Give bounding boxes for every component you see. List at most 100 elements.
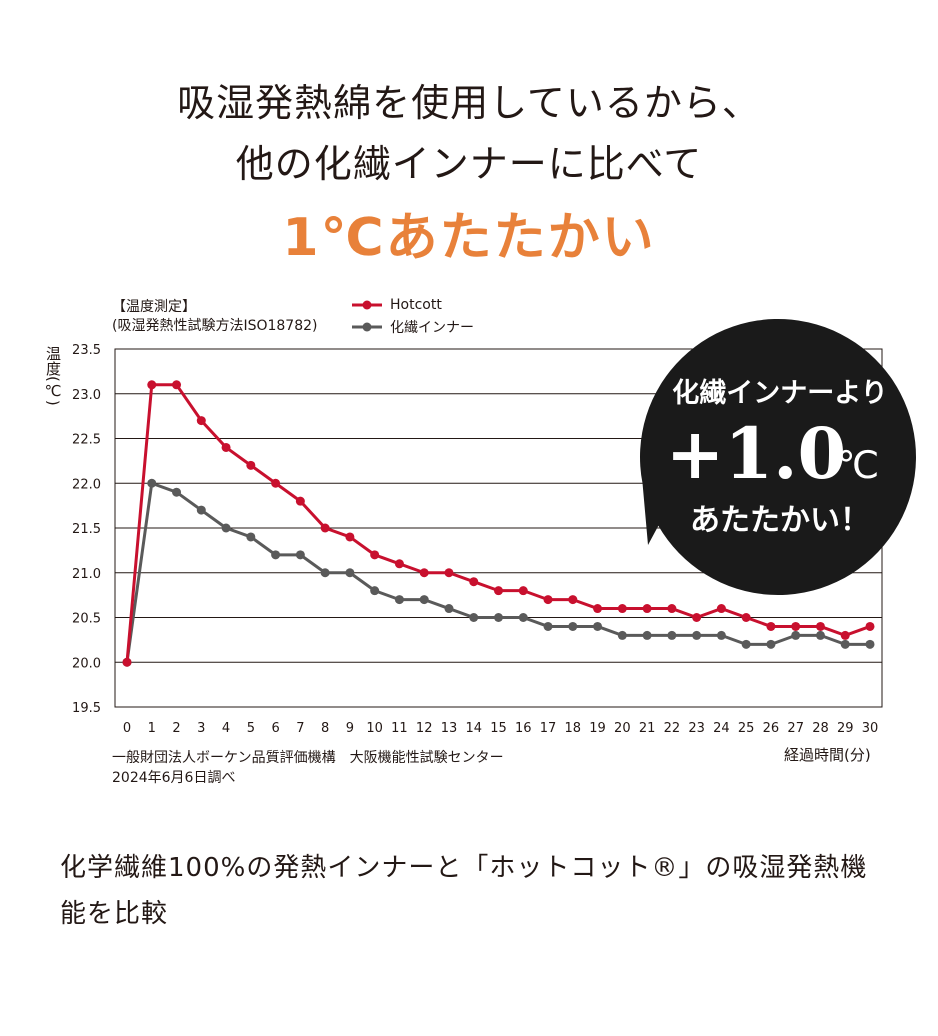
- callout-line-1: 化繊インナーより: [672, 377, 887, 409]
- data-point: [444, 568, 454, 578]
- footer-description: 化学繊維100%の発熱インナーと「ホットコット®」の吸湿発熱機能を比較: [60, 853, 868, 929]
- data-point: [518, 586, 528, 596]
- data-point: [147, 380, 157, 390]
- callout-value: +1.0: [666, 412, 846, 495]
- headline-line-2: 他の化繊インナーに比べて: [235, 142, 703, 186]
- y-tick-label: 23.0: [72, 388, 101, 403]
- method-note-title: 【温度測定】: [112, 299, 196, 315]
- y-tick-label: 22.5: [72, 433, 101, 448]
- headline-accent: 1℃あたたかい: [282, 208, 656, 268]
- x-tick-labels: 0 1 2 3 4 5 6 7 8 9 10 11 12 13 14 15 16 17 18 19 20 21 22 23 24…: [123, 721, 878, 736]
- y-tick-label: 21.0: [72, 567, 101, 582]
- data-point: [295, 550, 305, 560]
- data-point: [172, 487, 182, 497]
- data-point: [766, 621, 776, 631]
- data-point: [419, 595, 429, 605]
- x-tick-label: 6: [271, 721, 279, 736]
- data-point: [370, 586, 380, 596]
- headline-line-1: 吸湿発熱綿を使用しているから、: [177, 81, 761, 125]
- data-point: [246, 460, 256, 470]
- data-point: [221, 442, 231, 452]
- y-tick-label: 23.5: [72, 343, 101, 358]
- x-tick-label: 7: [296, 721, 304, 736]
- data-point: [419, 568, 429, 578]
- x-tick-label: 0: [123, 721, 131, 736]
- data-point: [172, 380, 182, 390]
- x-tick-label: 28: [812, 721, 829, 736]
- x-tick-label: 20: [614, 721, 631, 736]
- x-tick-label: 30: [862, 721, 879, 736]
- y-tick-label: 21.5: [72, 522, 101, 537]
- data-point: [543, 621, 553, 631]
- data-point: [271, 550, 281, 560]
- data-point: [345, 568, 355, 578]
- x-tick-label: 22: [664, 721, 681, 736]
- data-point: [271, 478, 281, 488]
- data-point: [865, 639, 875, 649]
- x-tick-label: 26: [763, 721, 780, 736]
- source-note: 一般財団法人ボーケン品質評価機構 大阪機能性試験センター 2024年6月6日調べ: [112, 748, 504, 788]
- source-organization: 一般財団法人ボーケン品質評価機構 大阪機能性試験センター: [112, 750, 504, 766]
- x-axis-unit-label: 経過時間(分): [784, 746, 871, 764]
- data-point: [716, 604, 726, 614]
- data-point: [642, 604, 652, 614]
- legend-item-hotcott: Hotcott: [352, 294, 474, 316]
- data-point: [840, 630, 850, 640]
- data-point: [865, 621, 875, 631]
- data-point: [617, 630, 627, 640]
- x-tick-label: 27: [787, 721, 804, 736]
- data-point: [246, 532, 256, 542]
- data-point: [494, 613, 503, 622]
- method-note-standard: (吸湿発熱性試験方法ISO18782): [112, 318, 318, 334]
- data-point: [667, 630, 677, 640]
- data-point: [122, 657, 132, 667]
- data-point: [543, 595, 553, 605]
- callout-bubble: 化繊インナーより +1.0 ℃ あたたかい！: [640, 319, 917, 596]
- data-point: [147, 478, 157, 488]
- data-point: [221, 523, 231, 533]
- x-tick-label: 21: [639, 721, 656, 736]
- x-tick-label: 10: [366, 721, 383, 736]
- y-tick-label: 20.5: [72, 612, 101, 627]
- data-point: [295, 496, 305, 506]
- y-axis-label: 温度(℃): [44, 346, 62, 406]
- x-tick-label: 9: [346, 721, 354, 736]
- x-tick-label: 13: [441, 721, 458, 736]
- x-tick-label: 18: [565, 721, 582, 736]
- x-tick-label: 29: [837, 721, 854, 736]
- data-point: [394, 595, 404, 605]
- y-tick-label: 19.5: [72, 701, 101, 716]
- series-1: [122, 478, 875, 667]
- x-tick-label: 24: [713, 721, 730, 736]
- x-tick-label: 15: [490, 721, 507, 736]
- data-point: [766, 639, 776, 649]
- x-tick-label: 16: [515, 721, 532, 736]
- data-point: [692, 630, 702, 640]
- data-point: [320, 568, 330, 578]
- data-point: [196, 505, 206, 515]
- legend-item-synthetic: 化繊インナー: [352, 316, 474, 338]
- x-tick-label: 8: [321, 721, 329, 736]
- chart-series: [122, 380, 875, 667]
- x-tick-label: 12: [416, 721, 433, 736]
- data-point: [815, 621, 825, 631]
- x-tick-label: 11: [391, 721, 408, 736]
- data-point: [741, 613, 751, 622]
- data-point: [394, 559, 404, 569]
- y-tick-label: 20.0: [72, 656, 101, 671]
- data-point: [741, 639, 751, 649]
- series-0: [122, 380, 875, 667]
- data-point: [791, 621, 801, 631]
- data-point: [716, 630, 726, 640]
- legend-label-hotcott: Hotcott: [390, 297, 442, 313]
- data-point: [692, 613, 702, 622]
- callout-line-3: あたたかい！: [690, 503, 870, 538]
- x-tick-label: 1: [148, 721, 156, 736]
- x-tick-label: 17: [540, 721, 557, 736]
- x-tick-label: 14: [465, 721, 482, 736]
- data-point: [593, 604, 603, 614]
- data-point: [494, 586, 503, 596]
- data-point: [196, 416, 206, 426]
- x-tick-label: 2: [172, 721, 180, 736]
